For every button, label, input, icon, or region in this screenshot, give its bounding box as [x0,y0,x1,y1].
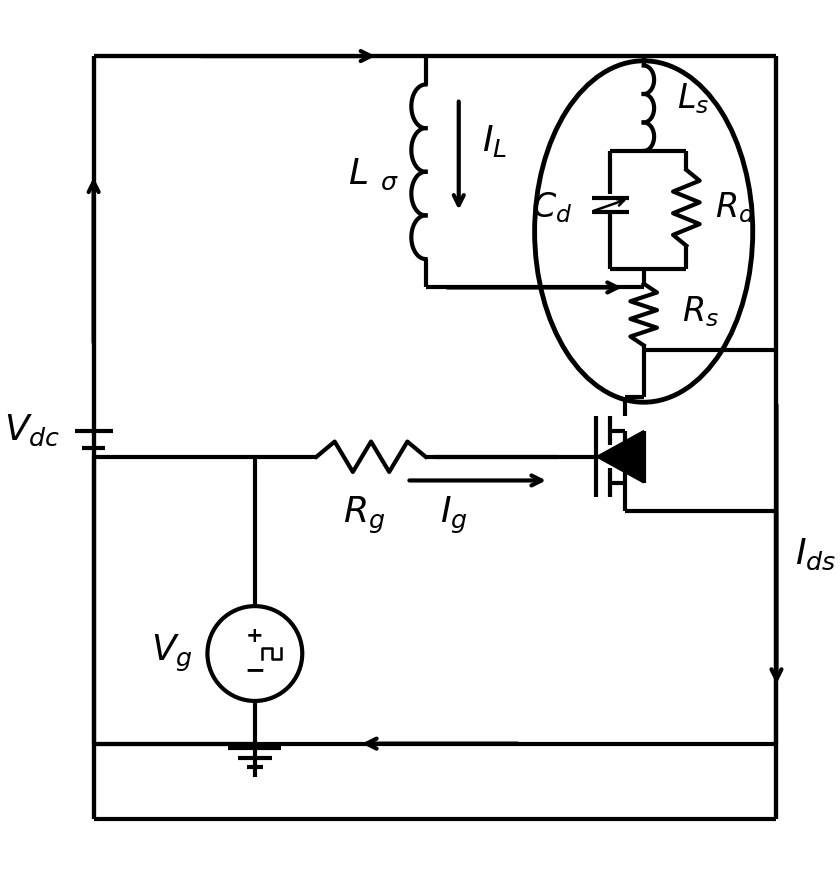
Text: −: − [244,658,265,682]
Text: $R_s$: $R_s$ [681,295,718,330]
Text: $L_s$: $L_s$ [677,82,709,116]
Text: $V_g$: $V_g$ [151,633,193,674]
Text: $V_{dc}$: $V_{dc}$ [4,413,60,448]
Text: $R_d$: $R_d$ [715,190,755,225]
Text: $I_g$: $I_g$ [440,494,468,536]
Text: $I_{ds}$: $I_{ds}$ [795,536,837,571]
Text: $C_d$: $C_d$ [533,190,573,225]
Polygon shape [596,431,643,483]
Text: +: + [246,626,264,647]
Text: $I_L$: $I_L$ [482,123,507,159]
Text: $L\ _{\sigma}$: $L\ _{\sigma}$ [348,157,399,192]
Text: $R_g$: $R_g$ [343,494,385,536]
